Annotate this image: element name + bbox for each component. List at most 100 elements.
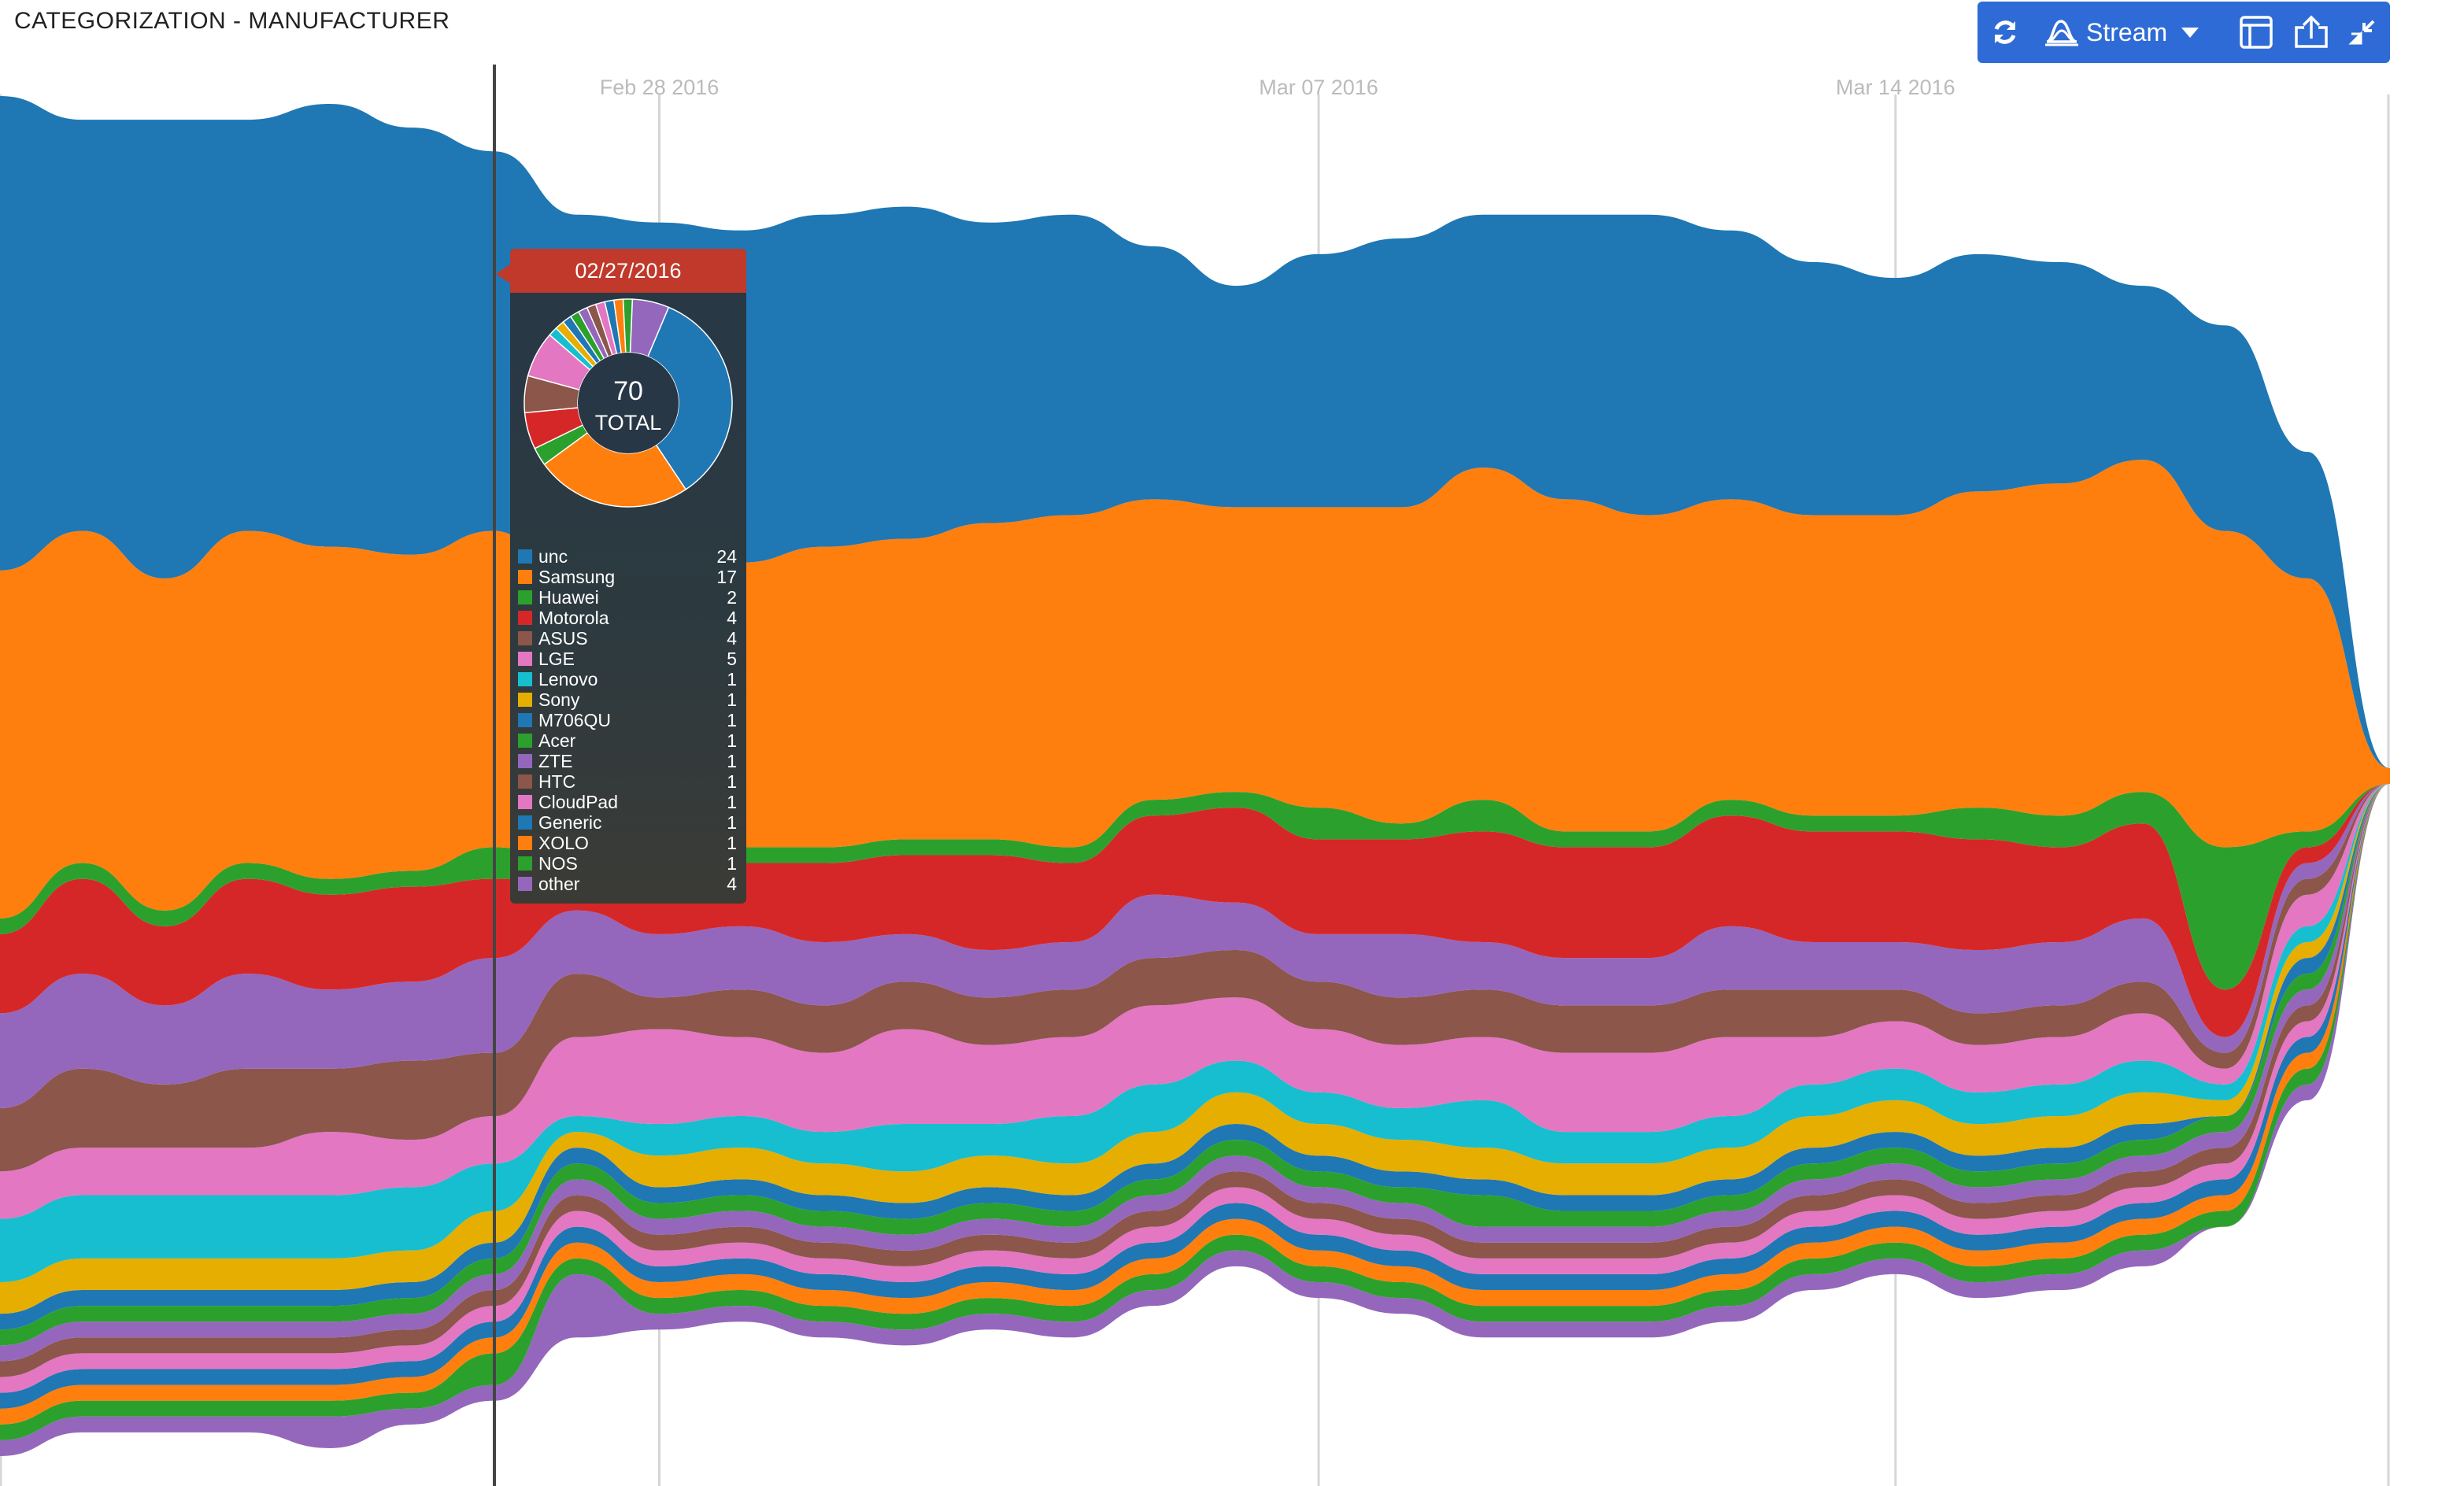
legend-label: Acer <box>538 730 576 751</box>
legend-label: Sony <box>538 689 580 710</box>
refresh-button[interactable] <box>1977 2 2033 63</box>
stream-layer-huawei[interactable] <box>0 784 2390 1037</box>
table-view-button[interactable] <box>2225 2 2288 63</box>
legend-item: HTC 1 <box>518 771 737 792</box>
share-icon <box>2295 15 2328 48</box>
legend-label: Huawei <box>538 586 599 608</box>
tooltip-pointer <box>496 264 510 283</box>
export-button[interactable] <box>2288 2 2335 63</box>
donut-total-label: TOTAL <box>595 411 662 434</box>
page-title: CATEGORIZATION - MANUFACTURER <box>14 8 450 34</box>
table-icon <box>2240 16 2273 49</box>
view-mode-dropdown[interactable]: Stream <box>2033 2 2225 63</box>
tooltip: 02/27/2016 70 TOTAL unc 24 Samsung 17 Huawei 2… <box>510 249 746 904</box>
donut-total-value: 70 <box>613 376 643 406</box>
legend-label: M706QU <box>538 709 612 730</box>
legend-swatch <box>518 815 532 830</box>
view-mode-label: Stream <box>2086 17 2168 46</box>
legend-label: NOS <box>538 852 578 874</box>
stream-chart-icon <box>2045 20 2078 46</box>
legend-label: CloudPad <box>538 791 619 812</box>
stream-layer-lge[interactable] <box>0 784 2390 1219</box>
chart-toolbar: Stream <box>1977 2 2390 63</box>
legend-item: Huawei 2 <box>518 587 737 608</box>
legend-value: 1 <box>727 668 737 689</box>
legend-item: M706QU 1 <box>518 710 737 730</box>
legend-item: CloudPad 1 <box>518 792 737 812</box>
legend-item: Generic 1 <box>518 812 737 833</box>
legend-swatch <box>518 713 532 727</box>
legend-value: 5 <box>727 648 737 669</box>
legend-label: Generic <box>538 811 602 833</box>
fullscreen-button[interactable] <box>2335 2 2390 63</box>
stream-layer-samsung[interactable] <box>0 784 2390 990</box>
legend-swatch <box>518 570 532 584</box>
stream-layer-lenovo[interactable] <box>0 784 2390 1282</box>
x-tick-label: Feb 28 2016 <box>600 76 720 99</box>
legend-label: Lenovo <box>538 668 598 689</box>
legend-label: LGE <box>538 648 575 669</box>
collapse-icon <box>2348 20 2375 45</box>
stream-layer-sony[interactable] <box>0 784 2390 1314</box>
legend-swatch <box>518 795 532 809</box>
legend-swatch <box>518 549 532 564</box>
legend-item: Acer 1 <box>518 730 737 751</box>
legend-swatch <box>518 774 532 789</box>
legend-value: 24 <box>716 545 737 567</box>
legend-swatch <box>518 693 532 707</box>
legend-label: unc <box>538 545 568 567</box>
legend-swatch <box>518 856 532 871</box>
legend-value: 1 <box>727 709 737 730</box>
stream-layers <box>0 96 2390 1456</box>
tooltip-legend: unc 24 Samsung 17 Huawei 2 Motorola 4 ASUS 4 LGE 5 L… <box>518 546 737 894</box>
legend-label: ASUS <box>538 627 588 649</box>
stream-layer-other[interactable] <box>0 784 2390 1456</box>
stream-layer-motorola[interactable] <box>0 784 2390 1108</box>
legend-swatch <box>518 590 532 604</box>
legend-item: Lenovo 1 <box>518 669 737 689</box>
legend-item: ZTE 1 <box>518 751 737 771</box>
legend-item: Sony 1 <box>518 689 737 710</box>
legend-item: XOLO 1 <box>518 833 737 853</box>
legend-item: Motorola 4 <box>518 608 737 628</box>
legend-label: ZTE <box>538 750 573 771</box>
legend-value: 1 <box>727 730 737 751</box>
legend-swatch <box>518 611 532 625</box>
legend-swatch <box>518 877 532 891</box>
legend-item: unc 24 <box>518 546 737 567</box>
legend-value: 4 <box>727 607 737 628</box>
legend-value: 4 <box>727 627 737 649</box>
legend-label: HTC <box>538 771 576 792</box>
legend-value: 1 <box>727 750 737 771</box>
x-axis-ticks: Feb 28 2016 Mar 07 2016 Mar 14 2016 <box>600 76 1955 99</box>
legend-swatch <box>518 672 532 686</box>
stream-layer-nos[interactable] <box>0 784 2390 1440</box>
legend-swatch <box>518 754 532 768</box>
legend-label: XOLO <box>538 832 589 853</box>
legend-label: other <box>538 873 580 894</box>
legend-swatch <box>518 652 532 666</box>
legend-label: Motorola <box>538 607 609 628</box>
legend-value: 1 <box>727 811 737 833</box>
legend-item: NOS 1 <box>518 853 737 874</box>
legend-value: 1 <box>727 852 737 874</box>
legend-value: 4 <box>727 873 737 894</box>
legend-value: 1 <box>727 791 737 812</box>
legend-label: Samsung <box>538 566 616 587</box>
legend-value: 1 <box>727 689 737 710</box>
legend-swatch <box>518 734 532 748</box>
legend-item: ASUS 4 <box>518 628 737 649</box>
legend-value: 1 <box>727 771 737 792</box>
legend-item: other 4 <box>518 874 737 894</box>
x-tick-label: Mar 07 2016 <box>1259 76 1378 99</box>
legend-swatch <box>518 631 532 645</box>
tooltip-date: 02/27/2016 <box>510 249 746 293</box>
x-tick-label: Mar 14 2016 <box>1836 76 1955 99</box>
legend-value: 2 <box>727 586 737 608</box>
refresh-icon <box>1994 20 2016 44</box>
chevron-down-icon <box>2181 28 2199 38</box>
legend-value: 1 <box>727 832 737 853</box>
stream-layer-asus[interactable] <box>0 784 2390 1172</box>
legend-item: Samsung 17 <box>518 567 737 587</box>
